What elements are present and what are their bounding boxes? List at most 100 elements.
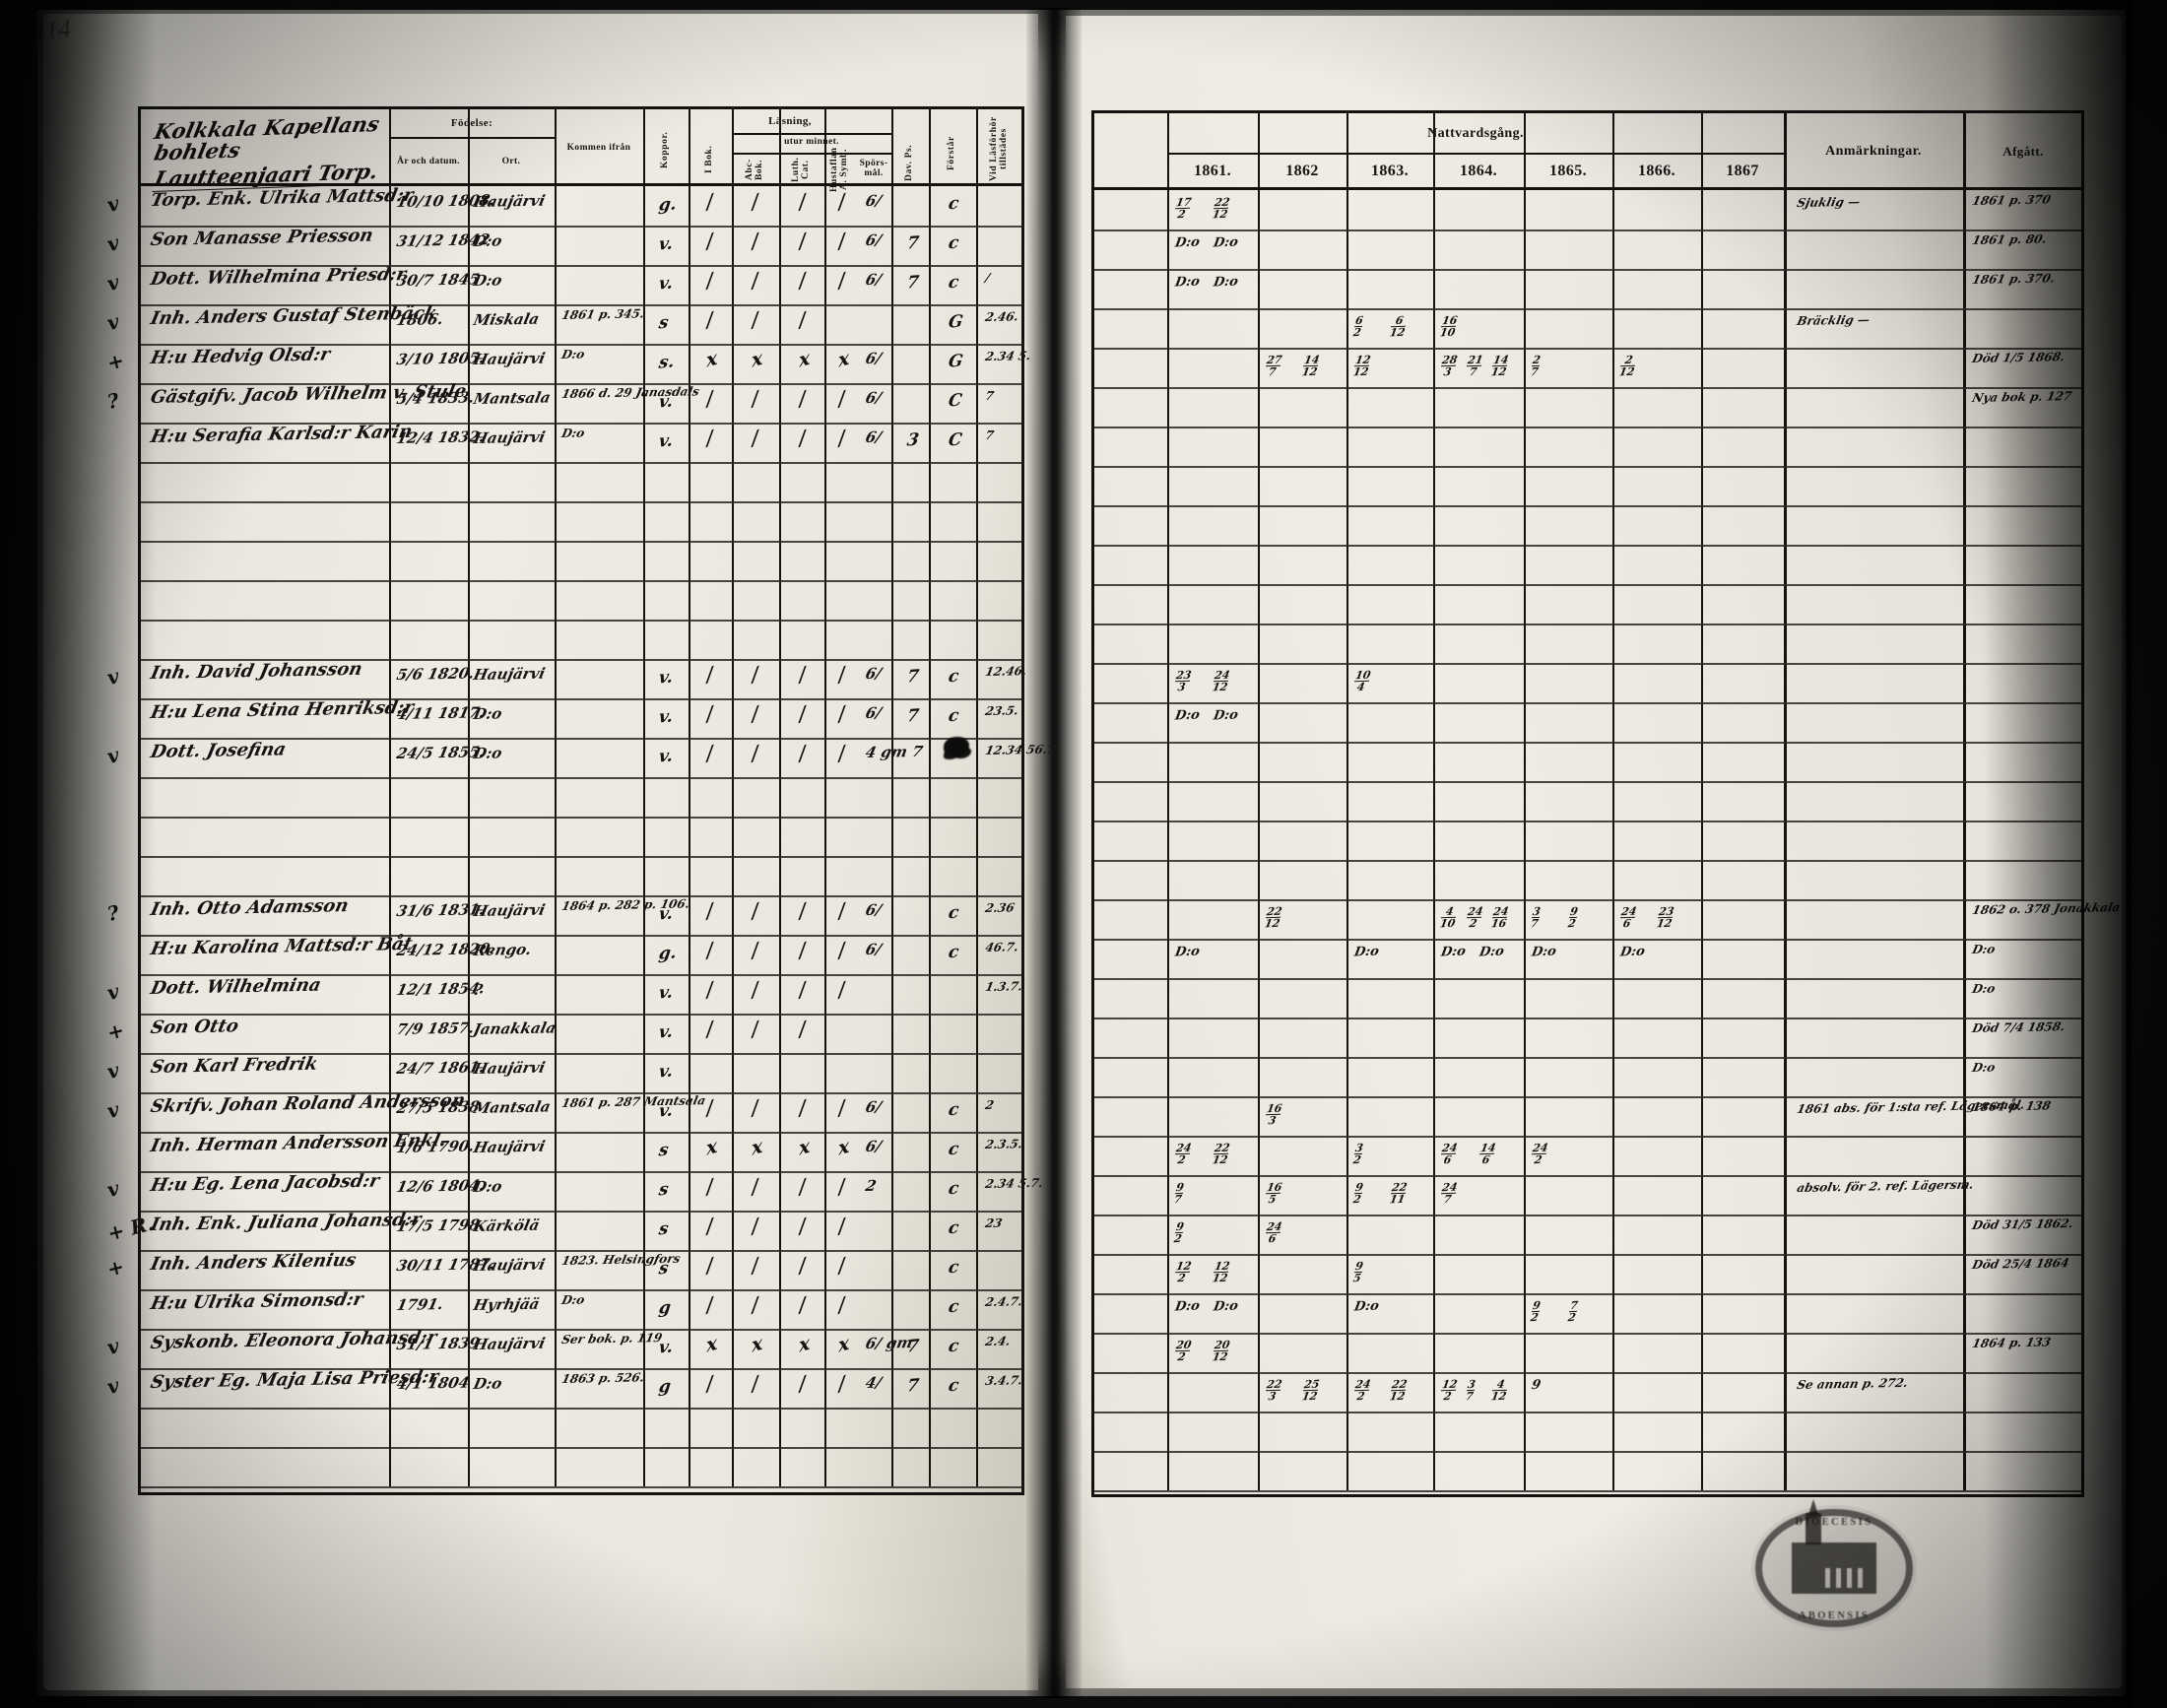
row-name: Dott. Josefina xyxy=(149,739,289,762)
table-row[interactable]: + Inh. Anders Kilenius 30/11 1787. Haujärvi… xyxy=(104,1250,1021,1289)
table-row[interactable]: D:o D:o D:o D:o D:o D:o D:o xyxy=(1094,939,2081,978)
table-row[interactable]: 23 3 24 12 10 4 xyxy=(1094,663,2081,702)
table-row[interactable]: D:o D:o 1861 p. 80. xyxy=(1094,230,2081,269)
row-afgatt: Död 7/4 1858. xyxy=(1971,1019,2067,1035)
table-row[interactable]: H:u Lena Stina Henriksd:r 4/11 1817. D:o v.… xyxy=(141,697,1021,738)
row-name: Dott. Wilhelmina xyxy=(149,974,323,999)
row-nattvard-1861: D:o xyxy=(1212,274,1240,291)
table-row[interactable]: v H:u Eg. Lena Jacobsd:r 12/6 1804. D:o s / / /… xyxy=(104,1170,1044,1211)
row-dav-ps: 7 xyxy=(905,705,921,727)
table-row[interactable]: v Son Karl Fredrik 24/7 1861. Haujärvi v. xyxy=(104,1053,1021,1092)
table-row[interactable]: v Dott. Wilhelmina 12/1 1854.? v. / / //1.3.7. xyxy=(104,974,1023,1014)
table-row[interactable]: v Torp. Enk. Ulrika Mattsd:r 10/10 1808. Ha… xyxy=(104,185,1021,226)
row-nattvard-1864: 28 3 xyxy=(1438,353,1459,379)
table-row[interactable]: 27 7 14 12 12 12 28 3 21 7 14 12 2 7 2 12 Död 1/5 1868. xyxy=(1094,348,2081,387)
table-row[interactable]: H:u Ulrika Simonsd:r 1791. Hyrhjää D:o g / / / /… xyxy=(141,1288,1024,1329)
row-nattvard-1866: 23 12 xyxy=(1655,904,1675,931)
seal-text-bottom: ABOENSIS xyxy=(1798,1610,1871,1621)
table-row[interactable]: 24 2 22 12 3 2 24 6 14 6 24 2 xyxy=(1094,1136,2081,1175)
table-row[interactable]: 12 2 12 12 9 5 Död 25/4 1864 xyxy=(1094,1254,2081,1293)
table-row[interactable]: 22 12 4 10 24 2 24 16 3 7 9 2 24 6 23 12 1862 o. 378 Jon… xyxy=(1094,899,2122,939)
row-koppor: v. xyxy=(657,903,675,925)
row-hustaflan: / xyxy=(837,701,846,727)
row-birth-place: Haujärvi xyxy=(472,349,548,368)
table-row[interactable]: D:o xyxy=(1094,978,2081,1018)
row-birth-place: D:o xyxy=(472,1177,504,1196)
row-nattvard-1861: 22 12 xyxy=(1211,1141,1231,1167)
table-row[interactable] xyxy=(1094,742,2081,781)
row-sporsmal: 6/ xyxy=(864,940,884,958)
table-row[interactable]: + H:u Hedvig Olsd:r 3/10 1805. Haujärvi D:o s… xyxy=(104,344,1032,383)
row-birth-date: 1/6 1790. xyxy=(395,1137,477,1156)
table-row[interactable]: v Dott. Josefina 24/5 1855. D:o v. / / //4 gm 7… xyxy=(104,738,1061,777)
row-anmarkningar: absolv. för 2. ref. Lägersm. xyxy=(1796,1177,1976,1196)
table-row[interactable]: 9 2 24 6 Död 31/5 1862. xyxy=(1094,1215,2081,1254)
row-rule xyxy=(1094,505,2081,507)
row-luth-cat: / xyxy=(798,1095,807,1121)
seal-text-top: DIOECESIS xyxy=(1795,1517,1873,1528)
table-row[interactable]: D:o xyxy=(1094,1057,2081,1096)
row-rule xyxy=(1094,624,2081,625)
table-row[interactable]: D:o D:o D:o 9 2 7 2 xyxy=(1094,1293,2081,1333)
table-row[interactable]: 6 2 6 12 16 10 Bräcklig — xyxy=(1094,308,2081,348)
table-row[interactable]: 9 7 16 5 9 2 22 11 24 7 absolv. för 2. ref. Lägers… xyxy=(1094,1175,2081,1215)
table-row[interactable]: v Syskonb. Eleonora Johansd:r 31/1 1839 Hau… xyxy=(104,1327,1021,1368)
row-name: H:u Ulrika Simonsd:r xyxy=(149,1288,365,1314)
table-row[interactable]: D:o D:o xyxy=(1094,702,2081,742)
row-name: Dott. Wilhelmina Priesd:r xyxy=(149,263,409,290)
table-row[interactable]: v Son Manasse Priesson 31/12 1842 D:o v. / / / /… xyxy=(104,226,1021,265)
row-abc-bok: / xyxy=(751,268,759,294)
row-nattvard-1861: D:o xyxy=(1173,274,1202,291)
table-row[interactable]: v Dott. Wilhelmina Priesd:r 30/7 1845 D:o v.… xyxy=(104,263,1021,304)
table-row[interactable]: v Syster Eg. Maja Lisa Priesd:r 4/1 1804 D:… xyxy=(104,1366,1023,1408)
row-name: Son Karl Fredrik xyxy=(149,1053,320,1078)
table-row[interactable]: Nya bok p. 127 xyxy=(1094,387,2081,427)
table-row[interactable]: 22 3 25 12 24 2 22 12 12 2 3 7 4 12 9 Se annan p. 272. xyxy=(1094,1372,2081,1412)
row-hustaflan: / xyxy=(837,898,846,924)
row-afgatt: Nya bok p. 127 xyxy=(1971,389,2073,405)
table-row[interactable]: + R. Inh. Enk. Juliana Johansd:r 17/5 1798… xyxy=(105,1210,1021,1250)
table-row[interactable]: + Son Otto 7/9 1857. Janakkala v. / / / xyxy=(104,1014,1021,1053)
row-nattvard-1861: D:o xyxy=(1173,707,1202,724)
table-row[interactable]: H:u Serafia Karlsd:r Karin 12/4 1832. Hauj… xyxy=(141,422,1021,462)
table-row[interactable]: v Inh. Anders Gustaf Stenbäck 1806. Miskala… xyxy=(104,302,1021,344)
table-row[interactable]: 20 2 20 12 1864 p. 133 xyxy=(1094,1333,2081,1372)
table-row[interactable]: 16 3 1861 abs. för 1:sta ref. Lägersmål. 18… xyxy=(1094,1096,2081,1136)
right-register-table: Nattvardsgång. 1861. 1862 1863. 1864. 18… xyxy=(1091,110,2122,1497)
row-abc-bok: / xyxy=(751,1017,759,1042)
row-kommen-ifran: 1866 d. 29 Janasdals xyxy=(560,384,701,401)
table-row[interactable]: v Inh. David Johansson 5/6 1820. Haujärvi v.… xyxy=(104,659,1027,698)
row-birth-place: Haujärvi xyxy=(472,664,548,684)
table-row[interactable]: ? Gästgifv. Jacob Wilhelm v. Stule 5/4 183… xyxy=(104,381,1021,423)
table-row[interactable]: ? Inh. Otto Adamsson 31/6 1831. Haujärvi 186… xyxy=(104,895,1021,935)
row-koppor: s. xyxy=(657,352,676,373)
row-vid-lasforhor: 12.34 56.7. xyxy=(984,742,1062,757)
row-rule xyxy=(141,1447,1021,1449)
table-row[interactable] xyxy=(1094,427,2081,466)
row-kommen-ifran: 1861 p. 287 Mantsala xyxy=(560,1093,707,1110)
header-fodelse: Födelse: xyxy=(450,117,493,130)
archive-seal: DIOECESIS ABOENSIS xyxy=(1751,1499,1917,1631)
row-i-bok: / xyxy=(705,1253,714,1279)
book-gutter xyxy=(1026,8,1082,1698)
row-birth-date: 1806. xyxy=(395,310,445,329)
row-koppor: v. xyxy=(657,273,675,295)
table-row[interactable]: H:u Karolina Mattsd:r Båt 24/12 1820. Reng… xyxy=(141,934,1021,974)
table-row[interactable]: 17 2 22 12 Sjuklig — 1861 p. 370 xyxy=(1094,190,2081,230)
table-row[interactable]: v Skrifv. Johan Roland Andersson 27/5 1838… xyxy=(104,1090,1021,1132)
header-ort: Ort. xyxy=(501,157,521,167)
table-row[interactable]: Död 7/4 1858. xyxy=(1094,1018,2081,1057)
row-birth-place: Kärkölä xyxy=(472,1215,542,1235)
row-rule xyxy=(141,541,1021,543)
table-row[interactable]: D:o D:o 1861 p. 370. xyxy=(1094,269,2081,308)
row-rule xyxy=(141,777,1021,779)
row-rule xyxy=(141,620,1021,622)
row-nattvard-1861: D:o xyxy=(1173,1298,1202,1315)
table-row[interactable]: Inh. Herman Andersson Enkl. 1/6 1790. Hauj… xyxy=(141,1130,1024,1171)
church-seal-icon xyxy=(1792,1499,1876,1594)
row-nattvard-1865: 24 2 xyxy=(1529,1141,1549,1167)
